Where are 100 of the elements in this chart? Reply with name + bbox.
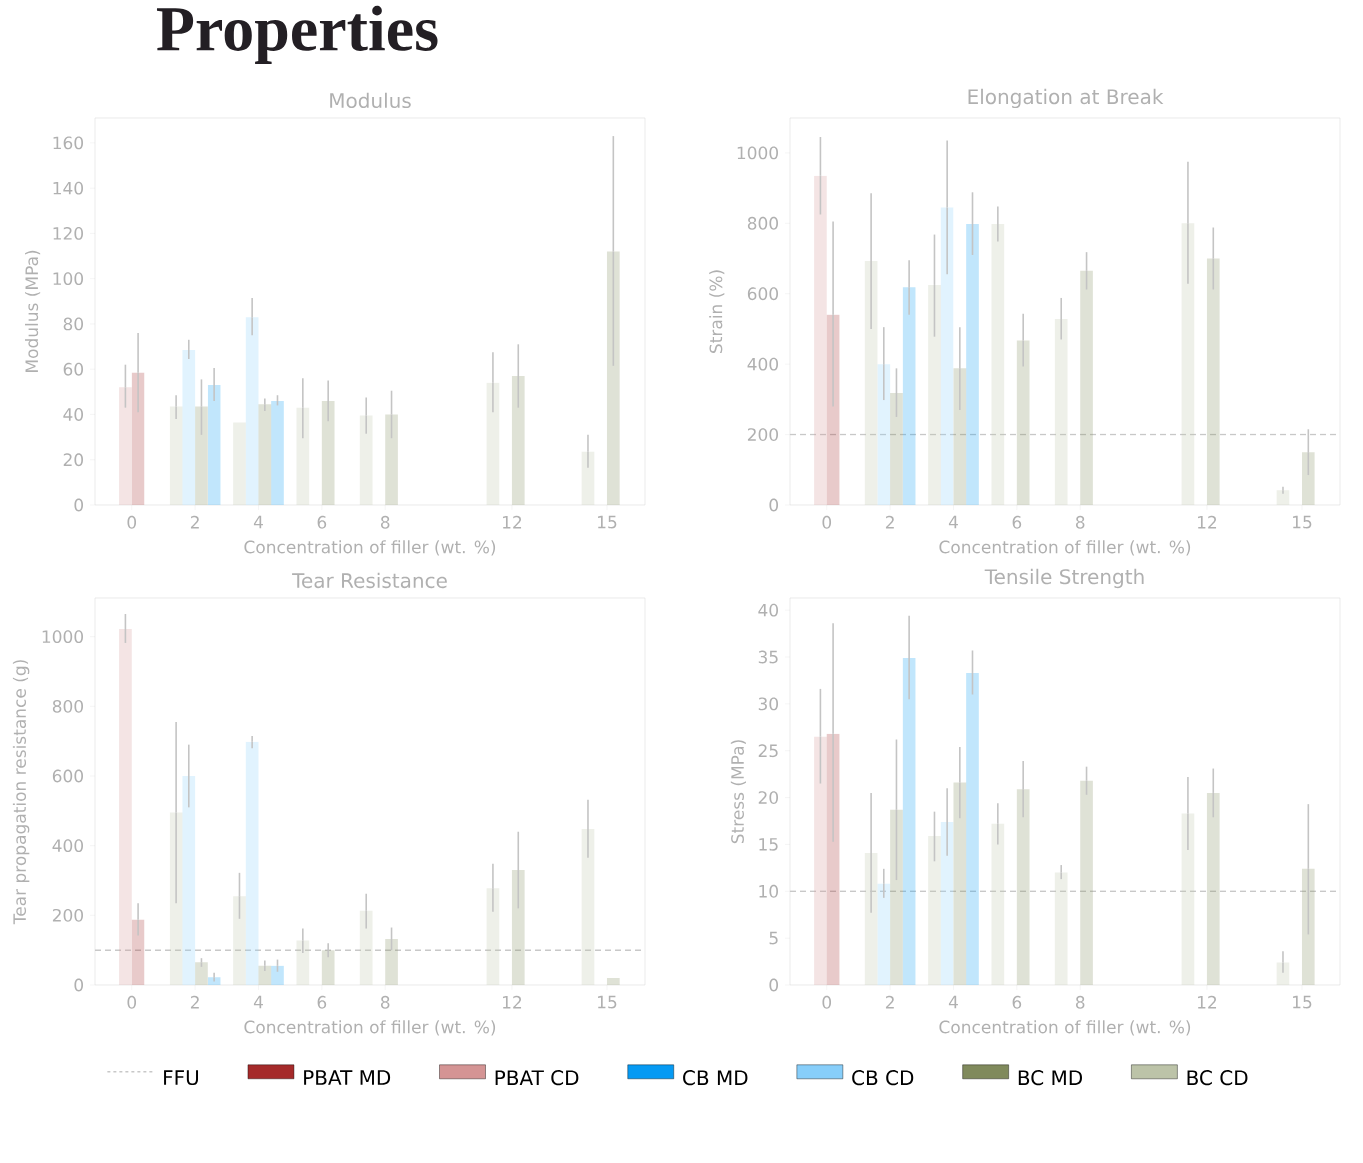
bar: [245, 741, 259, 985]
bar: [1080, 780, 1093, 985]
bar: [207, 385, 221, 505]
y-tick-label: 60: [63, 362, 84, 376]
x-tick-label: 8: [1075, 515, 1085, 529]
chart-title: Tensile Strength: [984, 568, 1144, 589]
bar: [928, 836, 941, 985]
y-tick-label: 200: [747, 428, 779, 441]
bar: [814, 736, 827, 985]
bar: [1181, 813, 1195, 985]
x-axis-title: Concentration of filler (wt. %): [244, 1020, 496, 1036]
bar: [271, 965, 284, 985]
bar: [233, 896, 246, 985]
legend-label: FFU: [164, 1070, 199, 1086]
y-tick-label: 10: [759, 884, 779, 898]
bar: [877, 883, 891, 985]
bar: [258, 404, 272, 505]
bar: [511, 870, 525, 985]
bar: [1016, 340, 1030, 505]
y-tick-label: 600: [52, 769, 83, 783]
bar: [902, 657, 916, 985]
y-tick-label: 80: [63, 317, 84, 331]
bar: [119, 387, 132, 505]
x-tick-label: 2: [885, 515, 894, 529]
x-tick-label: 0: [127, 995, 137, 1009]
bar: [1206, 792, 1220, 985]
bar: [1206, 258, 1220, 505]
legend-label: BC CD: [1187, 1070, 1248, 1086]
bar: [1054, 319, 1068, 505]
bar: [826, 733, 840, 985]
x-tick-label: 6: [317, 995, 327, 1009]
y-tick-label: 160: [53, 136, 83, 150]
x-tick-label: 2: [190, 995, 199, 1009]
bar: [1054, 872, 1068, 985]
chart-title: Elongation at Break: [968, 88, 1164, 109]
bar: [953, 782, 967, 985]
bar: [940, 207, 954, 505]
bar: [966, 223, 979, 505]
y-tick-label: 800: [747, 216, 779, 230]
x-axis-title: Concentration of filler (wt. %): [939, 1020, 1191, 1036]
bar: [182, 349, 196, 505]
legend-label: PBAT MD: [304, 1070, 391, 1085]
y-tick-label: 200: [52, 908, 83, 922]
x-tick-label: 15: [598, 515, 617, 529]
bar: [296, 940, 310, 985]
bar: [814, 175, 827, 505]
bar: [902, 287, 916, 505]
x-axis-title: Concentration of filler (wt. %): [244, 540, 496, 556]
bar: [991, 823, 1005, 985]
y-tick-label: 0: [769, 498, 779, 512]
bar: [991, 223, 1005, 505]
bar: [606, 251, 620, 505]
bar: [1301, 452, 1315, 505]
bar: [486, 888, 500, 985]
y-tick-label: 40: [63, 408, 84, 421]
x-tick-label: 12: [1197, 995, 1217, 1009]
bar: [131, 919, 145, 985]
bar: [953, 368, 967, 505]
bar: [1080, 270, 1093, 505]
bar: [182, 776, 196, 985]
bar: [511, 375, 525, 505]
x-tick-label: 6: [317, 515, 327, 529]
x-tick-label: 8: [380, 995, 390, 1009]
bar: [877, 364, 891, 505]
y-tick-label: 40: [758, 603, 779, 617]
x-tick-label: 8: [1075, 995, 1085, 1009]
bar: [890, 809, 903, 985]
bar: [890, 393, 903, 505]
y-tick-label: 5: [769, 931, 778, 945]
bar: [826, 314, 840, 505]
y-tick-label: 400: [52, 839, 83, 853]
chart-title: Modulus: [330, 92, 411, 109]
bar: [928, 284, 941, 505]
chart-title: Tear Resistance: [292, 572, 447, 589]
x-tick-label: 0: [822, 995, 832, 1009]
x-tick-label: 12: [502, 515, 522, 529]
legend-label: BC MD: [1018, 1070, 1083, 1086]
x-tick-label: 6: [1012, 515, 1022, 529]
x-tick-label: 2: [885, 995, 894, 1009]
y-tick-label: 15: [759, 838, 778, 851]
bar: [258, 965, 272, 985]
x-tick-label: 4: [253, 995, 263, 1009]
bar: [271, 400, 284, 505]
bar: [940, 821, 954, 985]
x-tick-label: 12: [502, 995, 522, 1009]
y-tick-label: 0: [74, 498, 84, 512]
y-tick-label: 35: [758, 650, 778, 664]
bar: [245, 317, 259, 505]
y-tick-label: 0: [769, 978, 779, 992]
y-axis-title: Strain (%): [709, 270, 725, 353]
y-tick-label: 20: [63, 453, 84, 467]
x-tick-label: 0: [822, 515, 832, 529]
bar: [1181, 223, 1195, 505]
bar: [385, 414, 398, 505]
bar: [169, 406, 183, 505]
bar: [581, 451, 595, 505]
x-tick-label: 4: [948, 515, 958, 529]
y-tick-label: 100: [53, 272, 83, 286]
bar: [966, 672, 979, 985]
legend-label: CB CD: [852, 1070, 914, 1086]
